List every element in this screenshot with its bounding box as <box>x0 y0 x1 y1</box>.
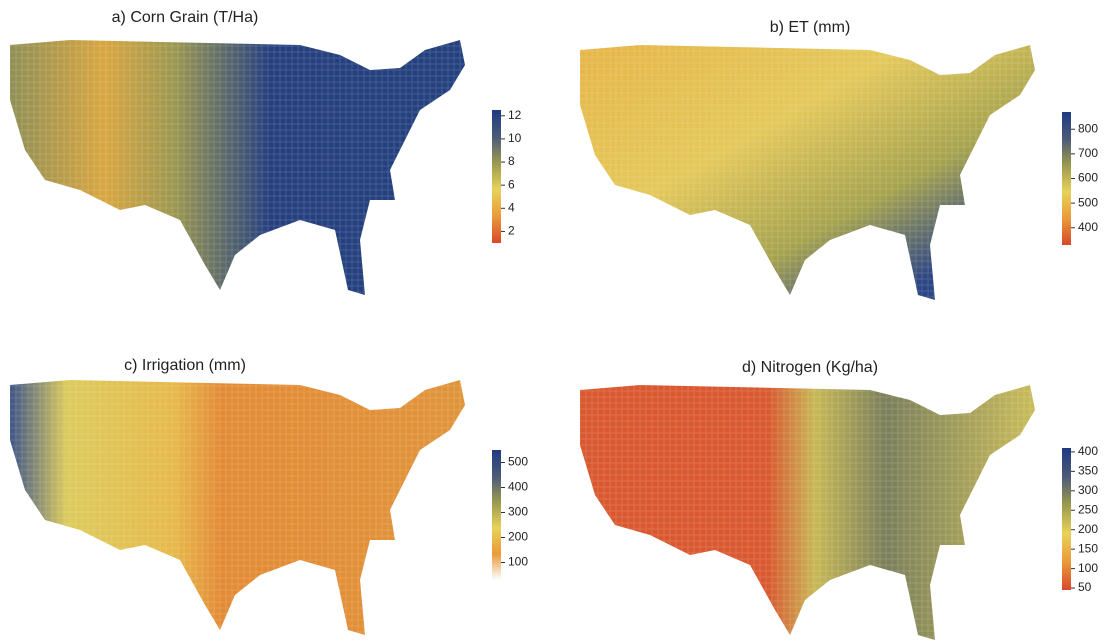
colorbar-tick-label: 300 <box>1078 483 1098 497</box>
panel-title: a) Corn Grain (T/Ha) <box>112 9 259 26</box>
colorbar-tick-label: 500 <box>508 455 528 469</box>
panel-title: b) ET (mm) <box>770 19 851 36</box>
map-c <box>10 380 480 641</box>
colorbar-tick-label: 100 <box>1078 561 1098 575</box>
colorbar <box>492 110 501 243</box>
colorbar-tick-label: 200 <box>508 530 528 544</box>
colorbar-tick-label: 250 <box>1078 502 1098 516</box>
colorbar-tick-label: 700 <box>1078 146 1098 160</box>
colorbar-tick-label: 6 <box>508 177 515 191</box>
colorbar-tick-label: 400 <box>1078 220 1098 234</box>
colorbar <box>492 450 501 580</box>
colorbar-tick-label: 10 <box>508 131 522 145</box>
colorbar-tick-label: 800 <box>1078 121 1098 135</box>
colorbar-tick-label: 2 <box>508 224 515 238</box>
colorbar-tick-label: 4 <box>508 200 515 214</box>
colorbar-tick-label: 50 <box>1078 580 1092 594</box>
panel-title: c) Irrigation (mm) <box>124 357 246 374</box>
panel-title: d) Nitrogen (Kg/ha) <box>742 359 878 376</box>
colorbar <box>1062 448 1071 590</box>
colorbar-tick-label: 400 <box>508 480 528 494</box>
colorbar-tick-label: 600 <box>1078 171 1098 185</box>
colorbar-tick-label: 100 <box>508 555 528 569</box>
colorbar-tick-label: 200 <box>1078 522 1098 536</box>
colorbar-tick-label: 350 <box>1078 464 1098 478</box>
figure: a) Corn Grain (T/Ha) 2 4 6 8 10 12 b) ET (mm) 40… <box>0 0 1118 641</box>
map-a <box>10 40 480 310</box>
map-d <box>580 385 1050 641</box>
colorbar <box>1062 112 1071 245</box>
map-b <box>580 45 1050 315</box>
colorbar-tick-label: 150 <box>1078 541 1098 555</box>
colorbar-tick-label: 400 <box>1078 444 1098 458</box>
colorbar-tick-label: 12 <box>508 108 522 122</box>
colorbar-tick-label: 300 <box>508 505 528 519</box>
colorbar-tick-label: 500 <box>1078 195 1098 209</box>
colorbar-tick-label: 8 <box>508 154 515 168</box>
